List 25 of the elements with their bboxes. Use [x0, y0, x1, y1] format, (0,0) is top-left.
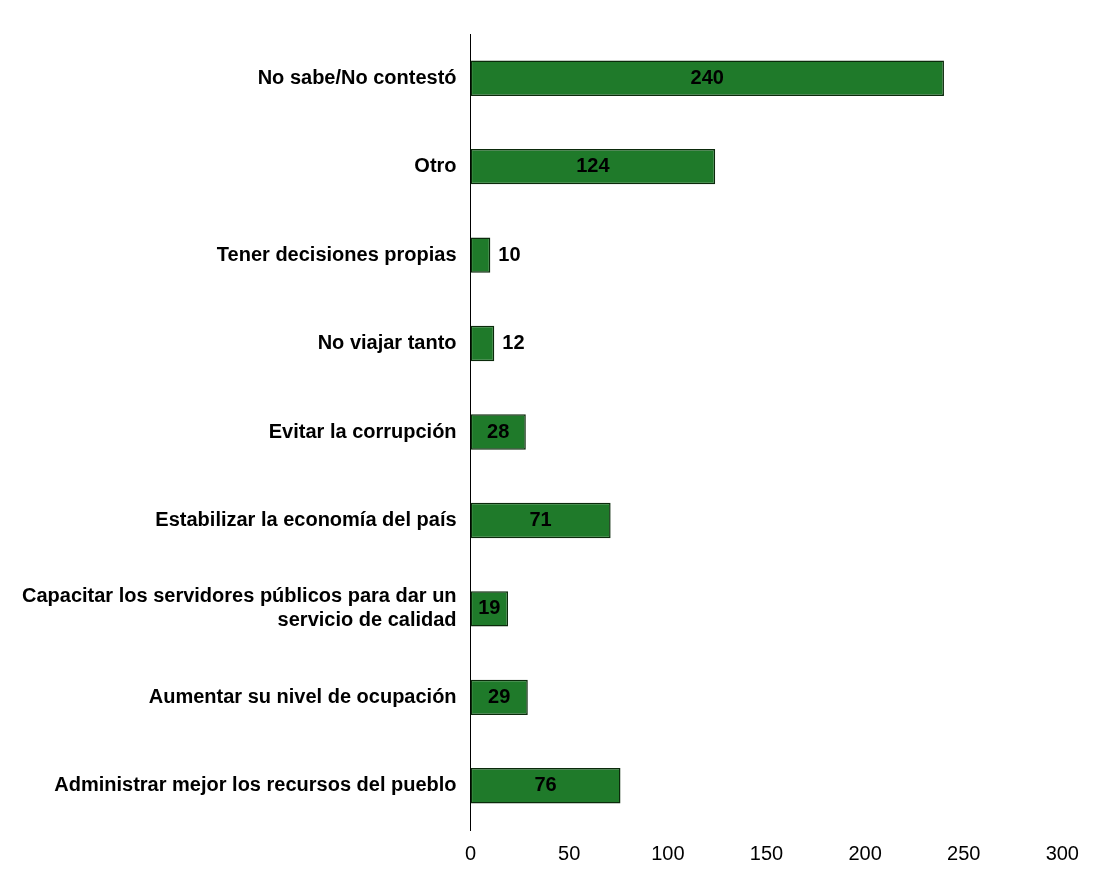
data-label: 76	[534, 773, 557, 796]
y-tick-label: Administrar mejor los recursos del pueblo	[54, 773, 457, 796]
x-tick-label: 50	[558, 841, 581, 864]
x-tick-label: 150	[749, 841, 784, 864]
y-tick-label: No sabe/No contestó	[257, 65, 457, 88]
x-tick-label: 200	[848, 841, 882, 864]
data-label: 19	[478, 596, 501, 619]
data-label: 12	[502, 331, 525, 354]
x-tick-label: 300	[1045, 841, 1079, 864]
y-tick-label: Otro	[414, 154, 457, 177]
data-label: 124	[576, 154, 611, 177]
x-tick-label: 100	[651, 841, 685, 864]
y-tick-label: Tener decisiones propias	[216, 242, 457, 265]
y-tick-label: Capacitar los servidores públicos para dar un servicio de calidad	[22, 584, 457, 631]
y-tick-label: Evitar la corrupción	[268, 419, 457, 442]
data-label: 29	[488, 684, 511, 707]
x-tick-label: 0	[465, 841, 477, 864]
x-tick-label: 250	[947, 841, 981, 864]
data-label: 240	[690, 65, 724, 88]
y-tick-label: Estabilizar la economía del país	[155, 507, 457, 530]
data-label: 10	[498, 242, 521, 265]
data-label: 71	[529, 507, 552, 530]
y-tick-label: Aumentar su nivel de ocupación	[148, 684, 457, 707]
y-tick-label: No viajar tanto	[317, 331, 457, 354]
data-label: 28	[487, 419, 510, 442]
